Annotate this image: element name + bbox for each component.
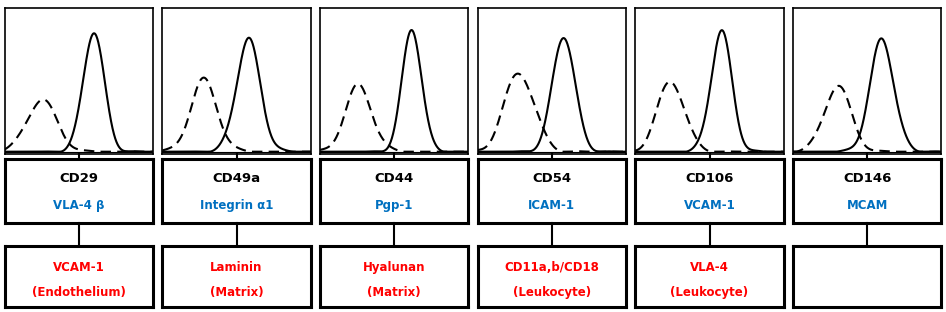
Text: VCAM-1: VCAM-1 [684,199,735,212]
Text: Pgp-1: Pgp-1 [375,199,413,212]
Text: CD29: CD29 [60,172,98,185]
Text: (Endothelium): (Endothelium) [32,285,126,299]
Text: CD11a,b/CD18: CD11a,b/CD18 [504,261,599,274]
Text: VLA-4: VLA-4 [690,261,729,274]
Text: (Matrix): (Matrix) [210,285,263,299]
Text: CD44: CD44 [375,172,413,185]
Text: CD49a: CD49a [213,172,260,185]
Text: Integrin α1: Integrin α1 [200,199,273,212]
Text: CD106: CD106 [685,172,734,185]
Text: MCAM: MCAM [847,199,888,212]
Text: (Leukocyte): (Leukocyte) [513,285,591,299]
Text: VLA-4 β: VLA-4 β [53,199,104,212]
Text: Hyalunan: Hyalunan [363,261,426,274]
Text: VCAM-1: VCAM-1 [53,261,105,274]
Text: (Matrix): (Matrix) [367,285,421,299]
Text: CD54: CD54 [533,172,571,185]
Text: Laminin: Laminin [210,261,263,274]
Text: CD146: CD146 [843,172,891,185]
Text: ICAM-1: ICAM-1 [528,199,575,212]
Text: (Leukocyte): (Leukocyte) [671,285,748,299]
